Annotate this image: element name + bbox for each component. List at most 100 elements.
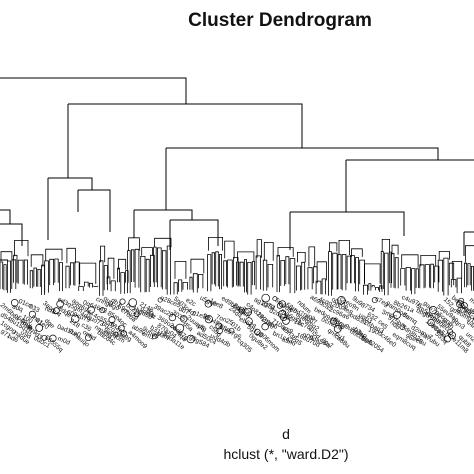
leaf-branch bbox=[380, 251, 384, 289]
leaf-branch bbox=[379, 285, 383, 292]
leaf-branch bbox=[7, 260, 11, 293]
leaf-branch bbox=[44, 260, 49, 293]
leaf-branch bbox=[236, 261, 240, 286]
leaf-branch bbox=[65, 265, 70, 289]
leaf-branch bbox=[166, 245, 171, 295]
leaf-mark bbox=[448, 331, 456, 340]
leaf-branch bbox=[162, 250, 167, 290]
leaf-branch bbox=[255, 255, 261, 290]
leaf-label-glyphs: n0d bbox=[302, 332, 315, 343]
leaf-branch bbox=[178, 279, 183, 292]
sub-branch bbox=[329, 242, 338, 252]
sub-branch bbox=[190, 258, 205, 274]
leaf-mark bbox=[168, 313, 177, 322]
leaf-branch bbox=[37, 269, 41, 287]
leaf-branch bbox=[134, 248, 140, 288]
leaf-mark bbox=[278, 310, 287, 319]
leaf-mark bbox=[53, 307, 60, 314]
leaf-branch bbox=[211, 252, 215, 285]
sub-branch bbox=[237, 251, 255, 262]
leaf-label-glyphs: bed bbox=[313, 306, 326, 317]
leaf-mark bbox=[119, 298, 126, 305]
leaf-label-glyphs: q4g bbox=[195, 322, 208, 334]
leaf-branch bbox=[131, 249, 135, 282]
leaf-branch bbox=[375, 287, 379, 291]
leaf-branch bbox=[13, 254, 18, 283]
leaf-branch bbox=[99, 260, 104, 296]
leaf-mark bbox=[427, 319, 435, 327]
leaf-branch bbox=[41, 264, 45, 295]
leaf-branch bbox=[89, 282, 93, 288]
leaf-branch bbox=[244, 259, 247, 293]
leaf-branch bbox=[120, 272, 125, 294]
sub-branch bbox=[401, 254, 419, 268]
leaf-mark bbox=[10, 299, 19, 307]
leaf-label-glyphs: db7 bbox=[177, 306, 190, 317]
leaf-branch bbox=[280, 260, 285, 286]
leaf-label-glyphs: 971 bbox=[0, 329, 12, 340]
sub-branch bbox=[391, 244, 399, 255]
sub-branch bbox=[208, 237, 223, 251]
leaf-branch bbox=[125, 270, 129, 283]
leaf-label-glyphs: un2ad bbox=[464, 331, 474, 349]
leaf-mark bbox=[49, 334, 57, 342]
leaf-branch bbox=[415, 268, 419, 288]
sub-branch bbox=[277, 247, 294, 257]
leaf-label-glyphs: nd6 bbox=[6, 333, 19, 344]
sub-branch bbox=[66, 247, 76, 264]
leaf-label-glyphs: 190d bbox=[367, 326, 383, 338]
leaf-mark bbox=[228, 327, 235, 334]
leaf-mark bbox=[28, 310, 36, 318]
leaf-branch bbox=[371, 285, 375, 288]
leaf-mark bbox=[392, 310, 401, 319]
leaf-mark bbox=[282, 317, 290, 325]
sub-branch bbox=[297, 252, 306, 263]
leaf-branch bbox=[363, 284, 368, 295]
leaf-mark bbox=[128, 298, 138, 307]
leaf-branch bbox=[219, 254, 222, 290]
top-merges bbox=[0, 77, 439, 210]
leaf-branch bbox=[337, 254, 342, 290]
leaf-branch bbox=[110, 280, 116, 292]
sub-branch bbox=[338, 240, 350, 256]
leaf-mark bbox=[261, 323, 269, 331]
sub-branch bbox=[308, 246, 316, 267]
leaf-mark bbox=[180, 315, 188, 323]
leaf-branch bbox=[296, 265, 301, 291]
leaf-mark bbox=[35, 324, 44, 332]
leaf-label-glyphs: 734 bbox=[363, 303, 376, 315]
leaf-mark bbox=[371, 297, 378, 304]
leaf-label-glyphs: 100 bbox=[21, 314, 34, 326]
leaf-branch bbox=[350, 255, 355, 284]
leaf-branch bbox=[411, 268, 416, 295]
leaf-mark bbox=[186, 334, 196, 344]
leaf-branch bbox=[285, 256, 290, 285]
sub-branch bbox=[316, 261, 327, 281]
leaf-branch bbox=[388, 251, 392, 284]
x-axis-label: d bbox=[282, 426, 290, 442]
leaf-branch bbox=[145, 258, 150, 292]
sub-branch bbox=[438, 251, 450, 260]
leaf-label-glyphs: 2ce bbox=[241, 306, 254, 317]
leaf-label-glyphs: 88e bbox=[218, 323, 231, 334]
leaf-branch bbox=[215, 251, 219, 287]
leaf-mark bbox=[175, 323, 185, 333]
leaf-branch bbox=[140, 255, 146, 293]
leaf-label-glyphs: e2c bbox=[184, 297, 197, 309]
fine-branches bbox=[0, 237, 474, 296]
leaf-branch bbox=[437, 259, 443, 292]
leaf-branch bbox=[117, 267, 120, 283]
leaf-branch bbox=[424, 264, 430, 288]
leaf-branch bbox=[251, 261, 255, 286]
leaf-branch bbox=[59, 262, 63, 292]
leaf-mark bbox=[133, 311, 140, 318]
leaf-mark bbox=[113, 331, 119, 337]
leaf-mark bbox=[87, 306, 95, 314]
leaf-label-glyphs: c36 bbox=[80, 322, 93, 334]
sub-branch bbox=[420, 255, 437, 267]
leaf-mark bbox=[333, 325, 342, 333]
leaf-label-glyphs: u4mm bbox=[465, 319, 474, 336]
leaf-mark bbox=[152, 333, 158, 340]
leaf-branch bbox=[390, 253, 395, 288]
